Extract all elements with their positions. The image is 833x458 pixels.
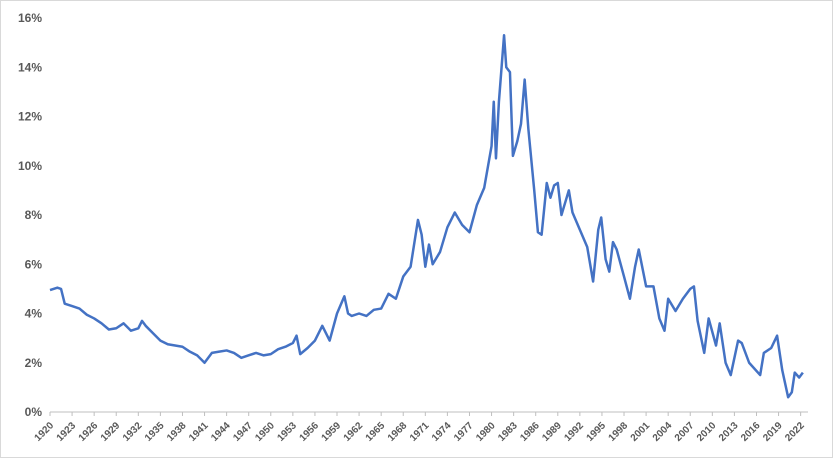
y-tick-label: 10%	[18, 159, 42, 173]
y-tick-label: 16%	[18, 11, 42, 25]
y-tick-label: 4%	[25, 307, 43, 321]
y-tick-label: 0%	[25, 405, 43, 419]
y-tick-label: 12%	[18, 110, 42, 124]
y-tick-label: 14%	[18, 60, 42, 74]
y-tick-label: 6%	[25, 257, 43, 271]
y-tick-label: 8%	[25, 208, 43, 222]
line	[49, 33, 804, 399]
y-tick-label: 2%	[25, 356, 43, 370]
